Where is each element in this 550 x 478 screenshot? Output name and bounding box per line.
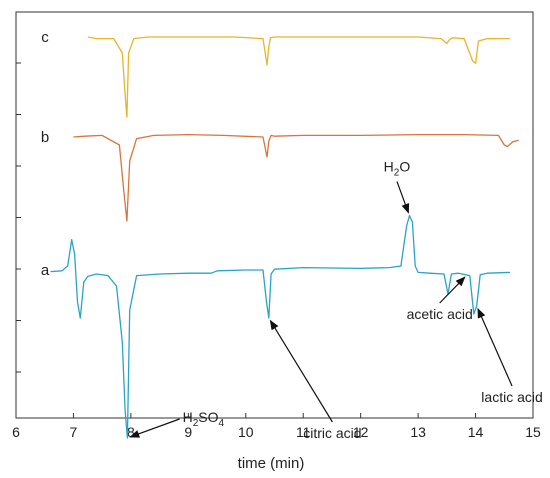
- annotation-text-part: 2: [394, 168, 400, 179]
- x-tick-label: 15: [525, 424, 541, 440]
- annotation-text-part: 2: [193, 418, 199, 429]
- series-label-a: a: [41, 262, 50, 279]
- annotation-text-part: SO: [198, 409, 218, 425]
- x-tick-label: 10: [238, 424, 254, 440]
- annotation-label: lactic acid: [481, 389, 542, 405]
- series-line-b: [73, 133, 519, 222]
- series-line-a: [50, 214, 511, 439]
- x-axis-label: time (min): [238, 455, 305, 472]
- annotation-label: acetic acid: [407, 306, 473, 322]
- x-tick-label: 11: [296, 424, 311, 440]
- series-labels: c b a: [41, 29, 50, 279]
- x-tick-label: 9: [184, 424, 192, 440]
- annotation-arrow: [439, 276, 466, 304]
- x-tick-label: 14: [468, 424, 484, 440]
- annotation-label: H2O: [384, 159, 411, 179]
- annotation-arrow: [477, 307, 513, 387]
- annotation: lactic acid: [477, 307, 543, 405]
- plot-frame: [15, 11, 534, 419]
- x-tick-label: 6: [12, 424, 20, 440]
- series-line-c: [87, 36, 510, 118]
- annotation: H2O: [384, 159, 411, 214]
- series-label-b: b: [41, 129, 49, 146]
- annotation-text-part: O: [399, 159, 410, 175]
- x-tick-label: 7: [70, 424, 78, 440]
- annotation: acetic acid: [407, 276, 473, 322]
- series-layer: [50, 36, 519, 439]
- series-label-c: c: [41, 29, 49, 46]
- annotation: H2SO4: [129, 409, 225, 438]
- annotation: citric acid: [269, 319, 362, 441]
- annotation-text-part: 4: [219, 418, 225, 429]
- annotation-arrow: [269, 319, 333, 423]
- x-tick-label: 13: [410, 424, 426, 440]
- annotation-label: citric acid: [303, 425, 361, 441]
- x-tick-label: 12: [353, 424, 369, 440]
- annotation-text-part: H: [384, 159, 394, 175]
- axes: 6 7 8 9 10 11 12 13 14 15: [12, 11, 541, 440]
- annotation-label: H2SO4: [183, 409, 225, 429]
- annotation-arrow: [129, 418, 180, 438]
- annotation-text-part: H: [183, 409, 193, 425]
- annotation-arrow: [396, 181, 410, 214]
